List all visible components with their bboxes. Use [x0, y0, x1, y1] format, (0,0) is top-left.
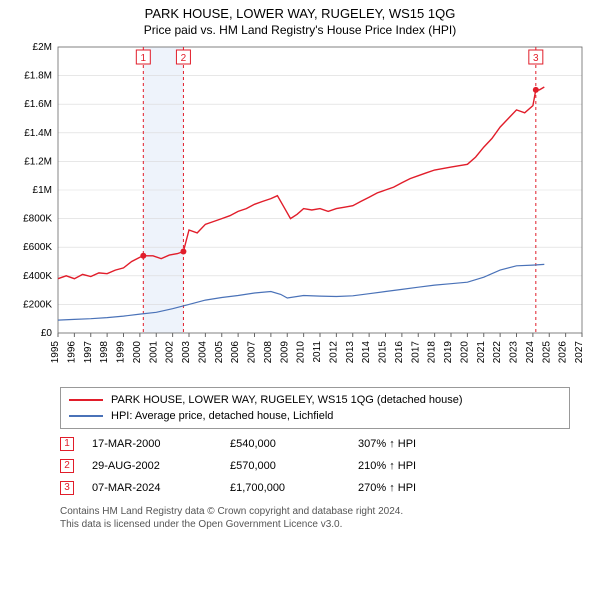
event-pct: 210% ↑ HPI	[358, 455, 416, 477]
svg-text:2022: 2022	[492, 341, 503, 364]
svg-text:2002: 2002	[165, 341, 176, 364]
svg-text:2010: 2010	[296, 341, 307, 364]
svg-text:£600K: £600K	[23, 242, 52, 253]
svg-text:£1.2M: £1.2M	[24, 156, 52, 167]
event-date: 17-MAR-2000	[92, 433, 212, 455]
svg-text:2000: 2000	[132, 341, 143, 364]
legend-swatch	[69, 399, 103, 401]
event-pct: 270% ↑ HPI	[358, 477, 416, 499]
price-chart: £0 £200K £400K £600K £800K £1M £1.2M £1.4M £1.6M…	[0, 41, 600, 381]
svg-text:2024: 2024	[525, 341, 536, 364]
svg-text:£800K: £800K	[23, 214, 52, 225]
chart-subtitle: Price paid vs. HM Land Registry's House …	[0, 21, 600, 41]
svg-text:2013: 2013	[345, 341, 356, 364]
svg-text:1997: 1997	[83, 341, 94, 364]
svg-text:2025: 2025	[541, 341, 552, 364]
svg-text:£0: £0	[41, 328, 53, 339]
svg-text:1995: 1995	[50, 341, 61, 364]
legend-swatch	[69, 415, 103, 417]
footer-attribution: Contains HM Land Registry data © Crown c…	[60, 505, 570, 531]
svg-text:2001: 2001	[148, 341, 159, 364]
svg-text:1998: 1998	[99, 341, 110, 364]
svg-text:£1M: £1M	[33, 185, 52, 196]
event-marker: 3	[60, 481, 74, 495]
svg-text:£200K: £200K	[23, 299, 52, 310]
svg-text:2019: 2019	[443, 341, 454, 364]
svg-text:2008: 2008	[263, 341, 274, 364]
svg-text:2009: 2009	[279, 341, 290, 364]
event-price: £1,700,000	[230, 477, 340, 499]
svg-text:£1.8M: £1.8M	[24, 71, 52, 82]
svg-text:2014: 2014	[361, 341, 372, 364]
svg-text:2018: 2018	[427, 341, 438, 364]
event-marker: 2	[60, 459, 74, 473]
svg-text:1: 1	[141, 53, 147, 64]
event-row: 1 17-MAR-2000 £540,000 307% ↑ HPI	[60, 433, 570, 455]
svg-text:2021: 2021	[476, 341, 487, 364]
svg-text:2015: 2015	[378, 341, 389, 364]
svg-text:2007: 2007	[247, 341, 258, 364]
legend: PARK HOUSE, LOWER WAY, RUGELEY, WS15 1QG…	[60, 387, 570, 429]
event-row: 3 07-MAR-2024 £1,700,000 270% ↑ HPI	[60, 477, 570, 499]
svg-text:2003: 2003	[181, 341, 192, 364]
svg-text:£1.4M: £1.4M	[24, 128, 52, 139]
svg-text:£2M: £2M	[33, 42, 52, 53]
event-marker: 1	[60, 437, 74, 451]
svg-text:2005: 2005	[214, 341, 225, 364]
svg-text:2023: 2023	[509, 341, 520, 364]
event-price: £540,000	[230, 433, 340, 455]
svg-text:2: 2	[181, 53, 187, 64]
event-list: 1 17-MAR-2000 £540,000 307% ↑ HPI 2 29-AUG-20…	[60, 433, 570, 499]
svg-text:2004: 2004	[197, 341, 208, 364]
svg-text:1996: 1996	[66, 341, 77, 364]
svg-text:2016: 2016	[394, 341, 405, 364]
svg-text:2026: 2026	[558, 341, 569, 364]
svg-text:£400K: £400K	[23, 271, 52, 282]
svg-text:3: 3	[533, 53, 539, 64]
legend-label: HPI: Average price, detached house, Lich…	[111, 408, 333, 424]
chart-title: PARK HOUSE, LOWER WAY, RUGELEY, WS15 1QG	[0, 0, 600, 21]
svg-text:2006: 2006	[230, 341, 241, 364]
legend-row: HPI: Average price, detached house, Lich…	[69, 408, 561, 424]
svg-text:1999: 1999	[116, 341, 127, 364]
svg-text:2020: 2020	[459, 341, 470, 364]
event-price: £570,000	[230, 455, 340, 477]
event-date: 07-MAR-2024	[92, 477, 212, 499]
svg-text:2027: 2027	[574, 341, 585, 364]
svg-text:£1.6M: £1.6M	[24, 99, 52, 110]
legend-row: PARK HOUSE, LOWER WAY, RUGELEY, WS15 1QG…	[69, 392, 561, 408]
svg-text:2017: 2017	[410, 341, 421, 364]
event-date: 29-AUG-2002	[92, 455, 212, 477]
event-row: 2 29-AUG-2002 £570,000 210% ↑ HPI	[60, 455, 570, 477]
event-pct: 307% ↑ HPI	[358, 433, 416, 455]
legend-label: PARK HOUSE, LOWER WAY, RUGELEY, WS15 1QG…	[111, 392, 463, 408]
svg-text:2011: 2011	[312, 341, 323, 363]
svg-text:2012: 2012	[328, 341, 339, 364]
